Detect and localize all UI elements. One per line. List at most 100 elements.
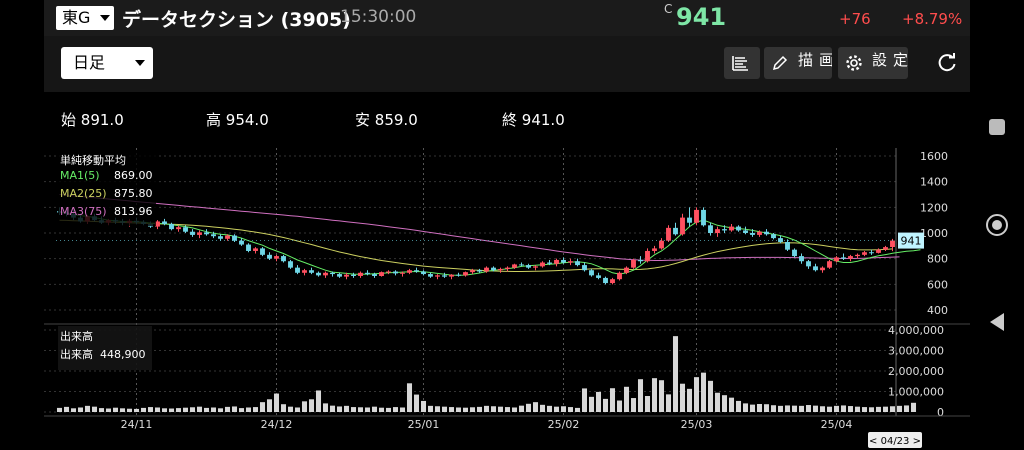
volume-bar	[532, 402, 539, 412]
market-selector[interactable]: 東G	[56, 6, 114, 30]
volume-bar	[581, 388, 588, 412]
candle-body	[358, 272, 363, 276]
candle-body	[386, 271, 391, 273]
volume-bar	[861, 407, 868, 412]
candle-body	[547, 262, 552, 264]
volume-bar	[378, 407, 385, 412]
back-icon[interactable]	[988, 312, 1006, 332]
volume-bar	[147, 407, 154, 412]
high-value: 高 954.0	[206, 111, 269, 129]
volume-bar	[686, 388, 693, 412]
candle-body	[792, 249, 797, 257]
volume-label: 出来高	[60, 348, 93, 361]
volume-bar	[336, 406, 343, 412]
stock-name: データセクション (3905)	[122, 9, 351, 31]
price-volume-chart[interactable]: 1600 1400 1200 1000 800 600 400 4,000,000 3,000,…	[44, 148, 970, 450]
current-price: 941	[676, 3, 727, 31]
volume-bar	[833, 405, 840, 412]
volume-bar	[280, 404, 287, 412]
ma2-name: MA2(25)	[60, 187, 107, 200]
ma-legend: 単純移動平均 MA1(5) 869.00 MA2(25) 875.80 MA3(…	[58, 150, 156, 226]
candle-body	[715, 229, 720, 233]
candle-body	[435, 275, 440, 277]
refresh-icon[interactable]	[936, 52, 958, 74]
candle-body	[428, 274, 433, 277]
volume-bar	[756, 404, 763, 412]
volume-legend-row: 出来高 448,900	[60, 346, 146, 362]
home-icon[interactable]	[985, 213, 1009, 237]
ma1-line	[59, 212, 921, 276]
volume-value: 448,900	[100, 348, 146, 361]
candle-body	[631, 259, 636, 268]
volume-bar	[840, 405, 847, 412]
volume-bar	[847, 406, 854, 412]
volume-tick-label: 4,000,000	[888, 324, 944, 337]
volume-bar	[287, 406, 294, 412]
candle-body	[561, 259, 566, 263]
volume-bar	[350, 407, 357, 412]
volume-bar	[294, 407, 301, 412]
quote-time: 15:30:00	[340, 7, 417, 27]
volume-bar	[826, 406, 833, 412]
volume-bar	[217, 408, 224, 412]
volume-bar	[511, 407, 518, 412]
volume-bar	[91, 406, 98, 412]
volume-tick-label: 1,000,000	[888, 386, 944, 399]
candle-body	[617, 272, 622, 280]
volume-bar	[70, 408, 77, 412]
settings-button[interactable]: 設定	[838, 47, 908, 79]
volume-legend: 出来高 出来高 448,900	[58, 326, 152, 370]
draw-button[interactable]: 描画	[764, 47, 832, 79]
volume-bar	[609, 388, 616, 412]
volume-bar	[749, 404, 756, 412]
volume-bar	[245, 407, 252, 412]
candle-body	[603, 277, 608, 284]
volume-bar	[483, 405, 490, 412]
volume-bar	[875, 406, 882, 412]
candle-body	[673, 227, 678, 235]
candle-body	[519, 264, 524, 266]
volume-bar	[301, 401, 308, 412]
volume-bar	[476, 406, 483, 412]
volume-tick-label: 0	[937, 406, 944, 419]
candle-body	[498, 268, 503, 271]
volume-bar	[896, 405, 903, 412]
candle-body	[162, 221, 167, 225]
price-change: +76	[839, 10, 871, 28]
candle-body	[582, 265, 587, 271]
candle-body	[806, 261, 811, 267]
x-tick-label: 25/01	[408, 418, 440, 431]
ma3-line	[59, 194, 900, 261]
price-change-pct: +8.79%	[902, 10, 963, 28]
volume-bar	[882, 406, 889, 412]
volume-bar	[161, 408, 168, 412]
volume-bar	[399, 407, 406, 412]
volume-bar	[126, 408, 133, 412]
candle-body	[274, 256, 279, 259]
candle-body	[820, 267, 825, 271]
candle-body	[330, 272, 335, 275]
recent-apps-icon[interactable]	[988, 118, 1006, 136]
candle-body	[708, 225, 713, 233]
volume-bar	[441, 406, 448, 412]
candle-body	[295, 267, 300, 273]
price-tick-label: 600	[927, 278, 948, 291]
period-select[interactable]: 日足	[61, 47, 153, 79]
price-tick-label: 1400	[920, 176, 948, 189]
price-tick-label: 400	[927, 304, 948, 317]
x-tick-label: 25/04	[821, 418, 853, 431]
volume-bar	[315, 390, 322, 412]
indicator-list-button[interactable]	[724, 47, 760, 79]
volume-bar	[84, 405, 91, 412]
candle-body	[337, 274, 342, 277]
period-label: 日足	[73, 53, 106, 72]
volume-bar	[595, 391, 602, 412]
gear-icon	[846, 55, 862, 71]
volume-bar	[567, 407, 574, 412]
candle-body	[351, 274, 356, 276]
candle-body	[400, 272, 405, 274]
candle-body	[155, 221, 160, 227]
price-tick-label: 800	[927, 253, 948, 266]
ma1-value: 869.00	[114, 169, 153, 182]
volume-bar	[364, 407, 371, 412]
